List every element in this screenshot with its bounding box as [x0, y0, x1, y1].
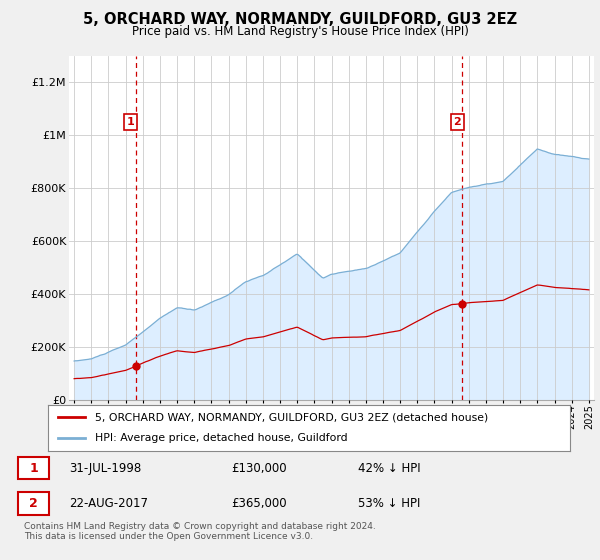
Text: 5, ORCHARD WAY, NORMANDY, GUILDFORD, GU3 2EZ: 5, ORCHARD WAY, NORMANDY, GUILDFORD, GU3…: [83, 12, 517, 27]
Text: 5, ORCHARD WAY, NORMANDY, GUILDFORD, GU3 2EZ (detached house): 5, ORCHARD WAY, NORMANDY, GUILDFORD, GU3…: [95, 412, 488, 422]
Text: HPI: Average price, detached house, Guildford: HPI: Average price, detached house, Guil…: [95, 433, 347, 444]
Text: 2: 2: [454, 117, 461, 127]
Text: 22-AUG-2017: 22-AUG-2017: [70, 497, 149, 510]
FancyBboxPatch shape: [18, 492, 49, 515]
Text: £365,000: £365,000: [231, 497, 287, 510]
Text: 1: 1: [127, 117, 134, 127]
Text: 53% ↓ HPI: 53% ↓ HPI: [358, 497, 420, 510]
Text: Price paid vs. HM Land Registry's House Price Index (HPI): Price paid vs. HM Land Registry's House …: [131, 25, 469, 38]
Text: 2: 2: [29, 497, 38, 510]
Text: 42% ↓ HPI: 42% ↓ HPI: [358, 462, 420, 475]
Text: Contains HM Land Registry data © Crown copyright and database right 2024.
This d: Contains HM Land Registry data © Crown c…: [24, 522, 376, 542]
Text: £130,000: £130,000: [231, 462, 287, 475]
Text: 1: 1: [29, 462, 38, 475]
Text: 31-JUL-1998: 31-JUL-1998: [70, 462, 142, 475]
FancyBboxPatch shape: [18, 457, 49, 479]
